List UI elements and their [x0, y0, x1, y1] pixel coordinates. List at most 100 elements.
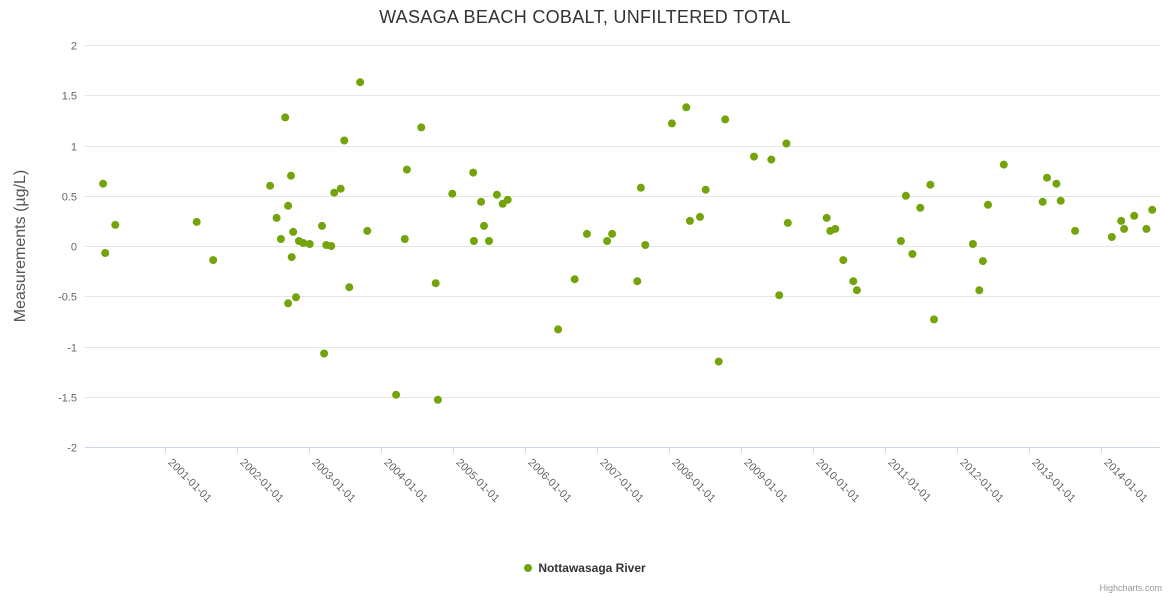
data-point[interactable]	[582, 229, 591, 238]
data-point[interactable]	[363, 226, 372, 235]
data-point[interactable]	[402, 165, 411, 174]
data-point[interactable]	[287, 253, 296, 262]
data-point[interactable]	[299, 239, 308, 247]
data-point[interactable]	[192, 217, 201, 226]
data-point[interactable]	[1071, 226, 1080, 235]
data-point[interactable]	[831, 224, 840, 233]
data-point[interactable]	[608, 229, 617, 238]
data-point[interactable]	[345, 283, 354, 292]
data-point[interactable]	[469, 168, 478, 177]
x-tick-label: 2004-01-01	[381, 457, 429, 505]
data-point[interactable]	[417, 123, 426, 132]
data-point[interactable]	[975, 286, 984, 295]
y-tick-label: -1	[67, 343, 77, 355]
data-point[interactable]	[287, 171, 295, 180]
data-point[interactable]	[1120, 224, 1129, 233]
data-point[interactable]	[896, 237, 905, 245]
data-point[interactable]	[1107, 233, 1116, 241]
data-point[interactable]	[336, 184, 345, 193]
data-point[interactable]	[908, 250, 917, 258]
data-point[interactable]	[822, 213, 831, 222]
data-point[interactable]	[930, 315, 938, 324]
data-point[interactable]	[775, 291, 784, 300]
data-point[interactable]	[284, 201, 293, 210]
data-point[interactable]	[667, 119, 676, 128]
data-point[interactable]	[636, 183, 645, 192]
data-point[interactable]	[978, 257, 987, 266]
data-point[interactable]	[1130, 211, 1139, 220]
data-point[interactable]	[433, 395, 442, 404]
data-point[interactable]	[767, 155, 776, 164]
y-tick-label: -1.5	[58, 393, 77, 405]
data-point[interactable]	[492, 190, 501, 199]
data-point[interactable]	[782, 139, 791, 148]
data-point[interactable]	[641, 241, 650, 249]
x-tick-label: 2010-01-01	[813, 457, 861, 505]
data-point[interactable]	[281, 113, 290, 122]
data-point[interactable]	[400, 235, 409, 243]
data-point[interactable]	[477, 197, 486, 206]
data-point[interactable]	[111, 220, 120, 229]
data-point[interactable]	[926, 180, 935, 189]
data-point[interactable]	[485, 237, 493, 245]
data-point[interactable]	[999, 160, 1008, 169]
data-point[interactable]	[750, 152, 758, 161]
data-point[interactable]	[721, 115, 730, 124]
data-point[interactable]	[330, 188, 339, 197]
y-tick-label: 2	[71, 41, 77, 53]
data-point[interactable]	[783, 218, 792, 227]
data-point[interactable]	[209, 256, 218, 265]
data-point[interactable]	[968, 240, 977, 248]
y-tick-label: 1.5	[62, 91, 77, 103]
data-point[interactable]	[682, 103, 691, 112]
data-point[interactable]	[916, 203, 925, 212]
x-tick-label: 2014-01-01	[1101, 457, 1149, 505]
data-point[interactable]	[714, 357, 723, 366]
data-point[interactable]	[633, 277, 642, 286]
data-point[interactable]	[852, 286, 861, 295]
data-point[interactable]	[305, 240, 314, 248]
data-point[interactable]	[984, 200, 992, 209]
data-point[interactable]	[469, 237, 478, 245]
data-point[interactable]	[839, 256, 848, 265]
data-point[interactable]	[1056, 196, 1065, 205]
data-point[interactable]	[327, 242, 336, 250]
y-tick-label: 0	[71, 242, 77, 254]
data-point[interactable]	[1052, 179, 1061, 188]
data-point[interactable]	[685, 216, 694, 225]
data-point[interactable]	[431, 279, 440, 288]
data-point[interactable]	[356, 78, 365, 87]
data-point[interactable]	[284, 299, 293, 308]
data-point[interactable]	[1148, 205, 1157, 214]
data-point[interactable]	[1142, 224, 1151, 233]
data-point[interactable]	[318, 221, 326, 230]
data-point[interactable]	[696, 212, 704, 221]
legend-marker-icon	[524, 564, 533, 572]
data-point[interactable]	[1038, 197, 1047, 206]
data-point[interactable]	[448, 189, 457, 198]
data-point[interactable]	[276, 235, 285, 243]
legend-item-nottawasaga-river[interactable]: Nottawasaga River	[0, 561, 1170, 575]
highcharts-credits-link[interactable]: Highcharts.com	[1099, 583, 1162, 593]
data-point[interactable]	[901, 191, 910, 200]
data-point[interactable]	[1117, 216, 1126, 225]
data-point[interactable]	[292, 293, 300, 302]
data-point[interactable]	[392, 390, 401, 399]
data-point[interactable]	[101, 249, 110, 257]
data-point[interactable]	[266, 181, 275, 190]
data-point[interactable]	[320, 349, 329, 358]
data-point[interactable]	[503, 195, 512, 204]
data-point[interactable]	[570, 275, 579, 284]
data-point[interactable]	[1043, 173, 1051, 182]
data-point[interactable]	[603, 237, 612, 245]
data-point[interactable]	[289, 227, 298, 236]
data-point[interactable]	[849, 277, 858, 286]
data-point[interactable]	[701, 185, 710, 194]
x-tick-label: 2002-01-01	[237, 457, 285, 505]
data-point[interactable]	[480, 221, 488, 230]
data-point[interactable]	[340, 136, 349, 145]
data-point[interactable]	[99, 179, 108, 188]
data-point[interactable]	[272, 213, 281, 222]
data-point[interactable]	[554, 325, 563, 334]
